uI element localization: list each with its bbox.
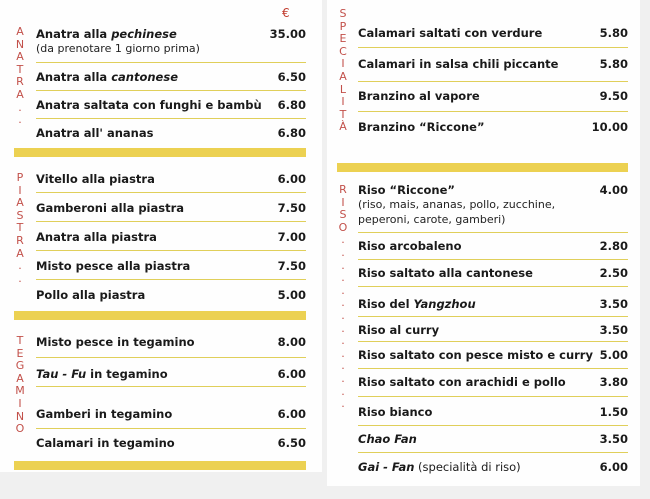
divider [358, 396, 628, 397]
menu-item: Branzino “Riccone” [358, 120, 485, 134]
section-divider-bar [337, 163, 628, 172]
item-price: 5.00 [599, 348, 628, 362]
divider [36, 192, 306, 193]
menu-item: Riso saltato con pesce misto e curry [358, 348, 593, 362]
item-price: 6.50 [277, 436, 306, 450]
menu-item: Calamari in salsa chili piccante [358, 57, 559, 71]
menu-item: Gamberoni alla piastra [36, 201, 185, 215]
menu-item: Pollo alla piastra [36, 288, 146, 302]
menu-item: Gamberi in tegamino [36, 407, 173, 421]
item-price: 1.50 [599, 405, 628, 419]
item-price: 6.80 [277, 126, 306, 140]
item-price: 6.00 [277, 367, 306, 381]
item-price: 4.00 [599, 183, 628, 197]
item-price: 35.00 [269, 27, 306, 41]
currency-symbol: € [282, 6, 290, 20]
divider [36, 279, 306, 280]
item-price: 7.50 [277, 201, 306, 215]
menu-item: Riso saltato con arachidi e pollo [358, 375, 566, 389]
divider [36, 62, 306, 63]
menu-item: Riso del Yangzhou [358, 297, 476, 311]
divider [358, 47, 628, 48]
section-divider-bar [14, 461, 306, 470]
item-price: 5.00 [277, 288, 306, 302]
divider [36, 250, 306, 251]
menu-item: Anatra alla pechinese (da prenotare 1 gi… [36, 27, 200, 55]
item-price: 9.50 [599, 89, 628, 103]
divider [358, 368, 628, 369]
menu-item: Misto pesce in tegamino [36, 335, 195, 349]
divider [36, 386, 306, 387]
item-price: 6.80 [277, 98, 306, 112]
item-price: 8.00 [277, 335, 306, 349]
divider [358, 286, 628, 287]
divider [358, 425, 628, 426]
menu-item: Riso bianco [358, 405, 433, 419]
menu-item: Gai - Fan (specialità di riso) [358, 460, 521, 474]
item-price: 6.00 [277, 172, 306, 186]
divider [36, 357, 306, 358]
menu-item: Chao Fan [358, 432, 417, 446]
menu-item: Riso “Riccone” (riso, mais, ananas, poll… [358, 183, 556, 226]
item-price: 2.50 [599, 266, 628, 280]
section-divider-bar [14, 311, 306, 320]
divider [36, 118, 306, 119]
divider [358, 111, 628, 112]
menu-item: Calamari in tegamino [36, 436, 175, 450]
item-price: 3.80 [599, 375, 628, 389]
menu-item: Riso al curry [358, 323, 440, 337]
item-price: 5.80 [599, 57, 628, 71]
menu-item: Tau - Fu in tegamino [36, 367, 168, 381]
menu-item: Anatra alla cantonese [36, 70, 178, 84]
menu-item: Riso arcobaleno [358, 239, 462, 253]
divider [36, 221, 306, 222]
item-price: 3.50 [599, 297, 628, 311]
divider [358, 452, 628, 453]
item-price: 3.50 [599, 432, 628, 446]
menu-item: Riso saltato alla cantonese [358, 266, 533, 280]
item-price: 5.80 [599, 26, 628, 40]
item-price: 2.80 [599, 239, 628, 253]
menu-item: Anatra saltata con funghi e bambù [36, 98, 262, 112]
divider [358, 232, 628, 233]
item-price: 6.00 [277, 407, 306, 421]
item-price: 6.50 [277, 70, 306, 84]
menu-item: Branzino al vapore [358, 89, 480, 103]
item-price: 10.00 [591, 120, 628, 134]
menu-item: Misto pesce alla piastra [36, 259, 191, 273]
divider [358, 341, 628, 342]
item-price: 6.00 [599, 460, 628, 474]
item-price: 7.50 [277, 259, 306, 273]
divider [358, 81, 628, 82]
divider [358, 316, 628, 317]
item-price: 3.50 [599, 323, 628, 337]
menu-item: Calamari saltati con verdure [358, 26, 543, 40]
divider [358, 259, 628, 260]
item-price: 7.00 [277, 230, 306, 244]
divider [36, 428, 306, 429]
divider [36, 90, 306, 91]
menu-item: Vitello alla piastra [36, 172, 155, 186]
menu-item: Anatra alla piastra [36, 230, 157, 244]
section-divider-bar [14, 148, 306, 157]
menu-item: Anatra all' ananas [36, 126, 154, 140]
